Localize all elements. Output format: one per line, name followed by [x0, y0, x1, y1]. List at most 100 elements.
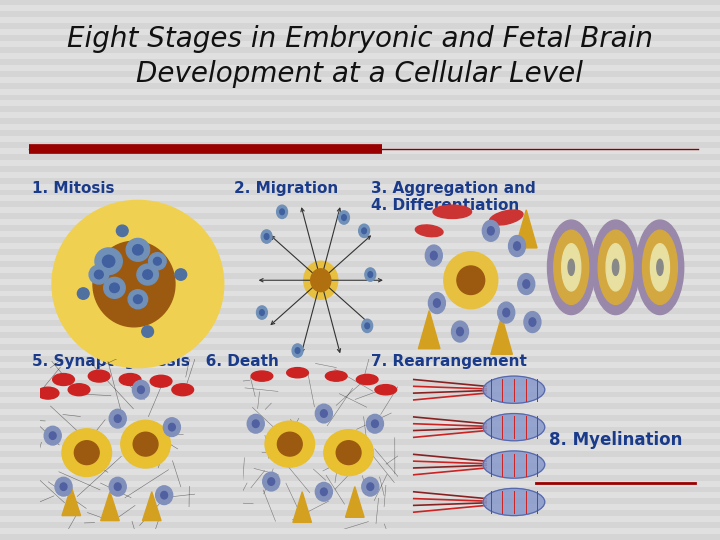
Circle shape	[128, 290, 148, 309]
Circle shape	[55, 477, 72, 496]
Circle shape	[368, 272, 373, 278]
Circle shape	[338, 211, 349, 224]
Bar	[0, 510, 720, 516]
Circle shape	[524, 312, 541, 333]
Circle shape	[168, 423, 175, 431]
Text: Eight Stages in Embryonic and Fetal Brain
Development at a Cellular Level: Eight Stages in Embryonic and Fetal Brai…	[67, 25, 653, 88]
Bar	[0, 106, 720, 112]
Circle shape	[44, 426, 61, 445]
Circle shape	[342, 215, 346, 220]
Circle shape	[320, 410, 328, 417]
Circle shape	[132, 245, 143, 255]
Circle shape	[359, 224, 369, 238]
Circle shape	[498, 302, 515, 323]
Polygon shape	[62, 487, 81, 516]
Ellipse shape	[457, 266, 485, 294]
Ellipse shape	[53, 374, 74, 386]
Bar	[0, 368, 720, 374]
Ellipse shape	[433, 205, 472, 219]
Bar	[0, 534, 720, 540]
Circle shape	[104, 278, 125, 298]
Polygon shape	[101, 492, 120, 521]
Ellipse shape	[554, 230, 589, 305]
Ellipse shape	[598, 230, 633, 305]
Text: 5. Synaptogenesis   6. Death: 5. Synaptogenesis 6. Death	[32, 354, 279, 369]
Text: 8. Myelination: 8. Myelination	[549, 431, 683, 449]
Ellipse shape	[415, 225, 443, 237]
Ellipse shape	[568, 259, 575, 275]
Bar	[0, 178, 720, 184]
Bar	[0, 71, 720, 77]
Bar	[0, 225, 720, 231]
Circle shape	[161, 491, 168, 499]
Circle shape	[361, 477, 379, 496]
Circle shape	[276, 205, 287, 219]
Circle shape	[60, 483, 67, 490]
Ellipse shape	[490, 210, 523, 225]
Circle shape	[89, 265, 109, 284]
Ellipse shape	[325, 371, 347, 381]
Bar	[0, 296, 720, 302]
Circle shape	[95, 248, 122, 274]
Circle shape	[142, 326, 153, 338]
Ellipse shape	[483, 376, 545, 403]
Circle shape	[117, 225, 128, 237]
Ellipse shape	[93, 241, 175, 327]
Ellipse shape	[89, 370, 110, 382]
Ellipse shape	[613, 259, 618, 275]
Circle shape	[431, 251, 437, 260]
Ellipse shape	[636, 220, 684, 314]
Circle shape	[153, 258, 161, 265]
Circle shape	[114, 483, 121, 490]
Circle shape	[451, 321, 469, 342]
Circle shape	[163, 418, 181, 436]
Circle shape	[280, 209, 284, 215]
Bar	[0, 487, 720, 492]
Bar	[0, 201, 720, 207]
Ellipse shape	[304, 261, 338, 299]
Ellipse shape	[150, 375, 172, 387]
Bar	[0, 522, 720, 528]
Bar	[0, 83, 720, 89]
Circle shape	[268, 478, 274, 485]
Ellipse shape	[650, 244, 670, 291]
Circle shape	[315, 404, 333, 423]
Circle shape	[114, 415, 121, 422]
Circle shape	[94, 270, 103, 279]
Bar	[0, 59, 720, 65]
Circle shape	[365, 268, 376, 281]
Circle shape	[175, 269, 186, 280]
Ellipse shape	[120, 374, 141, 386]
Text: 3. Aggregation and
4. Differentiation: 3. Aggregation and 4. Differentiation	[371, 181, 536, 213]
Ellipse shape	[52, 200, 224, 368]
Circle shape	[133, 295, 143, 303]
Ellipse shape	[172, 384, 194, 396]
Circle shape	[143, 270, 153, 279]
Circle shape	[77, 288, 89, 299]
Bar	[0, 94, 720, 100]
Ellipse shape	[657, 259, 663, 275]
Bar	[0, 130, 720, 136]
Ellipse shape	[375, 384, 397, 395]
Circle shape	[263, 472, 280, 491]
Circle shape	[109, 477, 126, 496]
Bar	[0, 498, 720, 504]
Circle shape	[49, 432, 56, 440]
Circle shape	[109, 409, 126, 428]
Circle shape	[433, 299, 441, 307]
Ellipse shape	[265, 421, 315, 467]
Bar	[0, 392, 720, 397]
Circle shape	[372, 420, 378, 428]
Circle shape	[426, 245, 442, 266]
Bar	[0, 0, 720, 5]
Text: 2. Migration: 2. Migration	[234, 181, 338, 196]
Ellipse shape	[251, 371, 273, 381]
Circle shape	[264, 234, 269, 239]
Polygon shape	[516, 210, 537, 248]
Bar	[0, 154, 720, 160]
Polygon shape	[143, 492, 161, 521]
Ellipse shape	[483, 451, 545, 478]
Circle shape	[523, 280, 530, 288]
Circle shape	[252, 420, 259, 428]
Bar	[0, 380, 720, 386]
